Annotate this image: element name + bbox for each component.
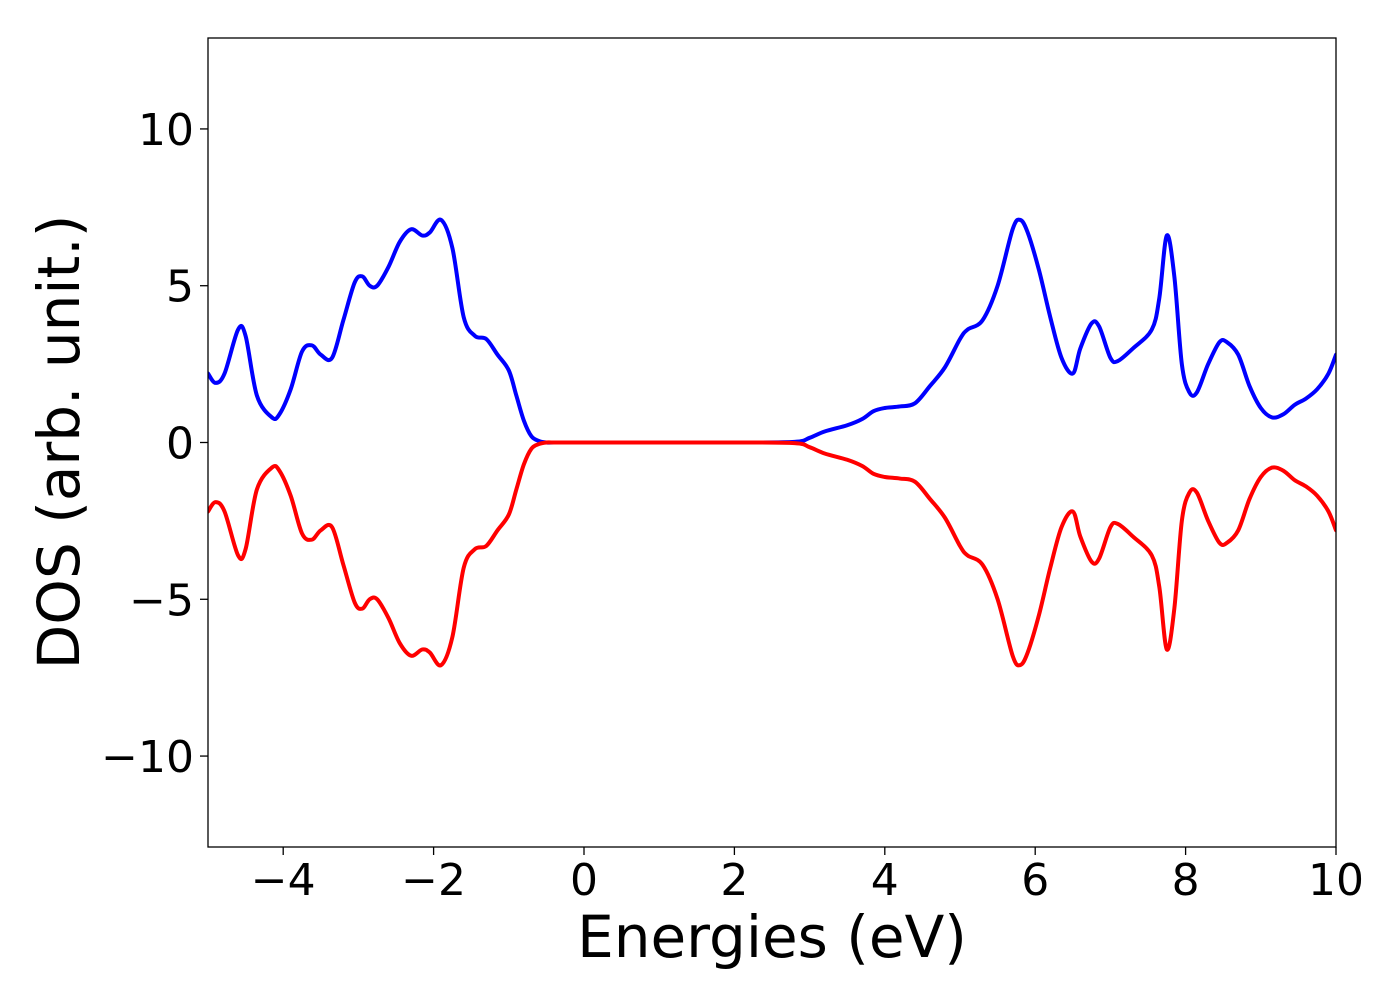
- x-tick-label: −4: [251, 855, 316, 906]
- x-axis-label: Energies (eV): [577, 903, 967, 971]
- y-tick-label: 5: [166, 262, 194, 313]
- x-tick-label: 10: [1308, 855, 1364, 906]
- x-tick-label: 6: [1021, 855, 1049, 906]
- series-line-1: [208, 440, 1336, 668]
- series-line-0: [208, 217, 1336, 445]
- y-tick-label: −10: [101, 732, 194, 783]
- x-tick-label: −2: [401, 855, 466, 906]
- series-layer: [208, 217, 1336, 668]
- y-tick-label: 10: [138, 105, 194, 156]
- x-tick-label: 4: [871, 855, 899, 906]
- y-axis-label: DOS (arb. unit.): [25, 215, 93, 670]
- x-axis: −4 −2 0 2 4 6 8 10: [251, 847, 1364, 906]
- x-tick-label: 0: [570, 855, 598, 906]
- y-tick-label: −5: [129, 575, 194, 626]
- y-axis: 10 5 0 −5 −10: [101, 105, 208, 783]
- y-tick-label: 0: [166, 419, 194, 470]
- x-tick-label: 2: [720, 855, 748, 906]
- x-tick-label: 8: [1172, 855, 1200, 906]
